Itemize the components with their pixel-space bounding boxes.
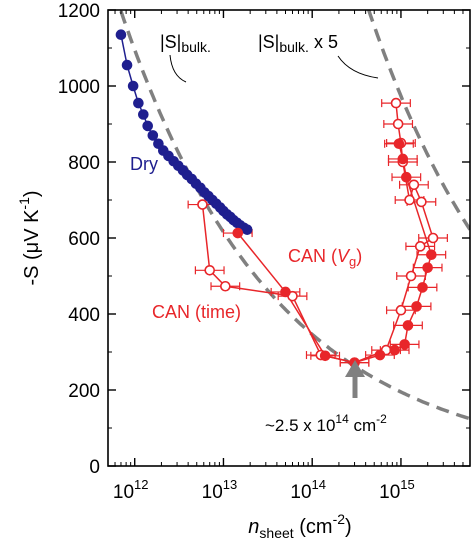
data-point: [426, 249, 437, 261]
data-point: [393, 138, 405, 150]
y-tick-label: 1200: [58, 1, 100, 22]
x-label-sup: -2: [333, 511, 346, 527]
data-point: [416, 196, 427, 208]
y-axis: 0 200 400 600 800 1000 1200: [58, 1, 470, 478]
data-point: [390, 97, 402, 109]
label-arrow: ~2.5 x 1014 cm-2: [265, 412, 387, 435]
label-bulk-left: |S|bulk.: [160, 32, 211, 55]
data-point: [127, 80, 139, 92]
x-tick-label: 1013: [202, 477, 238, 503]
data-point: [241, 224, 253, 235]
label-bulk-left-sub: bulk.: [181, 39, 211, 55]
data-point: [204, 264, 216, 276]
label-can-time: CAN (time): [152, 302, 241, 322]
data-point: [232, 227, 244, 239]
label-arrow-main: ~2.5 x 10: [265, 416, 335, 435]
y-label-close: ): [21, 190, 43, 197]
x-axis-label: nsheet (cm-2): [248, 511, 351, 541]
x-tick-label: 1012: [113, 477, 149, 503]
arrow-head: [345, 360, 365, 377]
y-tick-label: 1000: [58, 77, 100, 98]
label-can-vg: CAN (Vg): [288, 246, 362, 269]
x-label-sub: sheet: [259, 525, 293, 541]
data-point: [399, 339, 410, 350]
data-point: [427, 232, 439, 244]
label-bulk-right-tail: x 5: [309, 32, 338, 52]
x-label-main: n: [248, 516, 259, 538]
series-points: [115, 29, 439, 368]
plot-frame: [107, 9, 471, 467]
data-point: [197, 199, 208, 210]
leader-bulk-right: [337, 55, 379, 79]
bulk-curve-x5: [366, 10, 470, 231]
label-can-vg-close: ): [356, 246, 362, 266]
label-arrow-sup: 14: [335, 412, 349, 426]
label-dry: Dry: [130, 154, 158, 174]
data-point: [319, 350, 331, 362]
label-bulk-right-sub: bulk.: [279, 39, 309, 55]
label-bulk-right-main: |S|: [258, 32, 279, 52]
y-tick-label: 0: [89, 457, 100, 478]
data-point: [142, 120, 153, 132]
label-can-vg-sub: g: [349, 254, 356, 269]
data-point: [374, 349, 386, 361]
y-tick-label: 400: [68, 305, 100, 326]
data-point: [280, 286, 291, 298]
data-point: [405, 270, 417, 282]
data-point: [404, 194, 415, 206]
label-arrow-unit: cm: [349, 416, 376, 435]
y-axis-label: -S (μV K-1): [16, 190, 43, 285]
series-line-0: [120, 34, 248, 231]
data-point: [392, 118, 404, 130]
data-point: [414, 241, 426, 252]
x-tick-label: 1015: [379, 477, 415, 503]
data-point: [417, 282, 428, 293]
x-tick-base: 10: [290, 482, 311, 503]
bulk-curve-x1: [118, 10, 470, 421]
x-label-close: ): [345, 516, 352, 538]
x-tick-base: 10: [113, 482, 134, 503]
y-tick-label: 800: [68, 153, 100, 174]
data-point: [422, 262, 433, 273]
label-can-vg-var: V: [337, 246, 351, 266]
x-tick-label: 1014: [290, 477, 326, 503]
data-point: [147, 130, 159, 141]
data-point: [397, 153, 409, 165]
leader-bulk-left: [169, 54, 187, 83]
data-point: [411, 301, 422, 312]
label-arrow-unit-sup: -2: [376, 412, 387, 426]
data-point: [395, 304, 407, 316]
x-tick-exp: 13: [223, 477, 237, 492]
data-point: [389, 344, 400, 356]
label-bulk-right: |S|bulk. x 5: [258, 32, 338, 55]
data-point: [121, 59, 133, 71]
data-point: [115, 29, 127, 41]
x-label-unit: (cm: [294, 516, 333, 538]
x-tick-exp: 12: [134, 477, 148, 492]
x-tick-base: 10: [202, 482, 223, 503]
data-point: [408, 179, 420, 191]
y-tick-label: 600: [68, 229, 100, 250]
data-point: [133, 97, 144, 109]
data-point: [138, 109, 149, 120]
y-label-sup: -1: [16, 197, 32, 210]
data-point: [401, 171, 412, 183]
x-tick-base: 10: [379, 482, 400, 503]
data-point: [402, 320, 414, 331]
x-axis: 1012 1013 1014 1015: [107, 10, 471, 503]
x-tick-exp: 15: [400, 477, 414, 492]
data-point: [220, 280, 231, 292]
label-can-vg-main: CAN (: [288, 246, 337, 266]
y-tick-label: 200: [68, 381, 100, 402]
x-tick-exp: 14: [312, 477, 326, 492]
bulk-curves: [118, 10, 470, 421]
y-label-main: -S (μV K: [21, 209, 43, 286]
label-bulk-left-main: |S|: [160, 32, 181, 52]
